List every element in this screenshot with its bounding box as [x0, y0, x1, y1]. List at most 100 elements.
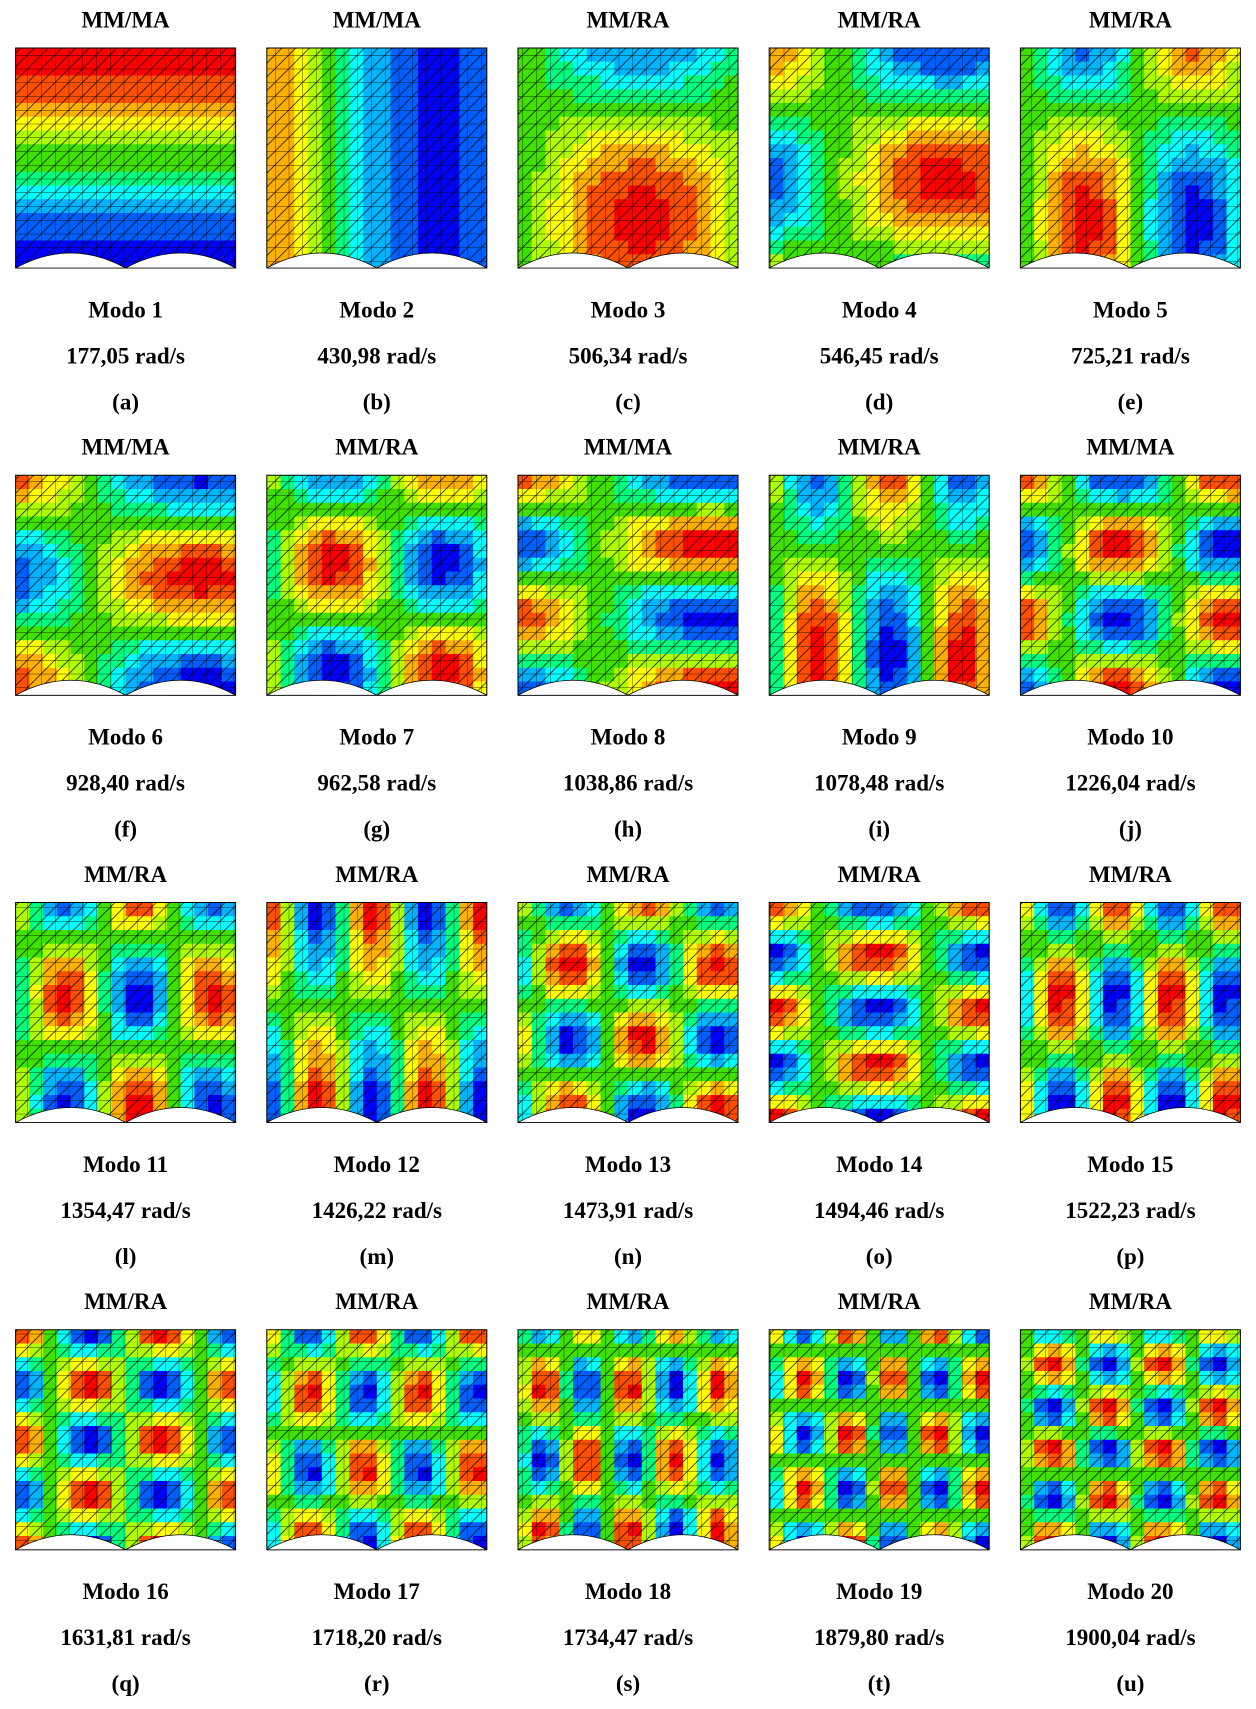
mode-shape-plot	[1019, 474, 1241, 696]
mode-shape-plot	[1019, 902, 1241, 1123]
mode-shape-plot	[768, 1329, 990, 1551]
panel-label: (b)	[363, 389, 391, 414]
mode-frequency: 546,45 rad/s	[820, 343, 939, 368]
mode-shape-plot	[266, 1329, 488, 1551]
mode-shape-plot	[768, 47, 990, 269]
mode-name: Modo 10	[1087, 725, 1173, 750]
panel-label: (l)	[115, 1244, 137, 1269]
support-arc	[1020, 252, 1241, 269]
support-arc	[15, 1107, 236, 1123]
mode-name: Modo 4	[842, 297, 917, 322]
mesh	[15, 1329, 237, 1551]
mesh	[1019, 474, 1241, 696]
mesh	[768, 1329, 990, 1551]
mode-shape-plot	[517, 1329, 739, 1551]
support-arc	[15, 1534, 236, 1551]
panel-header: MM/RA	[84, 1289, 167, 1314]
panel-label: (n)	[614, 1244, 642, 1269]
mode-name: Modo 19	[836, 1579, 922, 1604]
mode-frequency: 1494,46 rad/s	[814, 1198, 944, 1223]
mode-shape-plot	[15, 1329, 237, 1551]
panel-label: (s)	[616, 1671, 640, 1696]
mesh	[768, 474, 990, 696]
mode-name: Modo 15	[1087, 1152, 1173, 1177]
mesh	[768, 47, 990, 269]
mesh	[15, 902, 237, 1123]
panel-header: MM/RA	[586, 7, 669, 32]
mode-frequency: 1354,47 rad/s	[60, 1198, 190, 1223]
mode-frequency: 430,98 rad/s	[317, 343, 436, 368]
mode-frequency: 1734,47 rad/s	[563, 1625, 693, 1650]
mode-frequency: 962,58 rad/s	[317, 771, 436, 796]
support-arc	[517, 252, 739, 269]
panel-header: MM/MA	[333, 7, 422, 32]
mode-shape-plot	[517, 902, 739, 1123]
support-arc	[769, 679, 990, 696]
support-arc	[266, 1107, 487, 1123]
mode-frequency: 1473,91 rad/s	[563, 1198, 693, 1223]
panel-label: (t)	[868, 1671, 891, 1696]
panel-header: MM/RA	[1089, 7, 1172, 32]
mesh	[266, 47, 488, 269]
mode-frequency: 1631,81 rad/s	[60, 1625, 190, 1650]
mesh	[266, 474, 488, 696]
mode-frequency: 1522,23 rad/s	[1065, 1198, 1195, 1223]
panel-header: MM/RA	[838, 7, 921, 32]
mesh	[517, 47, 739, 269]
panel-label: (g)	[363, 817, 390, 842]
mode-shape-plot	[15, 474, 237, 696]
mode-shape-plot	[768, 902, 990, 1123]
mode-shape-plot	[266, 902, 488, 1123]
panel-header: MM/RA	[586, 862, 669, 887]
panel-label: (a)	[112, 389, 139, 414]
mode-name: Modo 17	[334, 1579, 420, 1604]
mode-shape-plot	[517, 474, 739, 696]
mesh	[15, 47, 237, 269]
mesh	[1019, 47, 1241, 269]
panel-label: (d)	[865, 389, 893, 414]
mode-shape-plot	[517, 47, 739, 269]
panel-label: (i)	[868, 817, 890, 842]
panel-label: (o)	[866, 1244, 893, 1269]
panel-header: MM/MA	[1086, 435, 1175, 460]
support-arc	[266, 252, 487, 269]
mode-frequency: 1718,20 rad/s	[312, 1625, 442, 1650]
panel-header: MM/RA	[84, 862, 167, 887]
mode-frequency: 1879,80 rad/s	[814, 1625, 944, 1650]
mode-frequency: 928,40 rad/s	[66, 771, 185, 796]
mode-frequency: 725,21 rad/s	[1071, 343, 1190, 368]
support-arc	[15, 679, 236, 696]
mesh	[517, 1329, 739, 1551]
mesh	[517, 474, 739, 696]
panel-label: (h)	[614, 817, 642, 842]
mode-name: Modo 13	[585, 1152, 671, 1177]
panel-label: (p)	[1116, 1244, 1144, 1269]
panel-header: MM/MA	[584, 435, 673, 460]
panel-header: MM/RA	[335, 862, 418, 887]
mode-shape-plot	[266, 474, 488, 696]
mesh	[517, 902, 739, 1123]
support-arc	[517, 1534, 739, 1551]
mode-frequency: 1426,22 rad/s	[312, 1198, 442, 1223]
support-arc	[769, 252, 990, 269]
mode-name: Modo 8	[591, 725, 666, 750]
mode-name: Modo 1	[88, 297, 163, 322]
panel-label: (q)	[112, 1671, 140, 1696]
panel-header: MM/RA	[838, 862, 921, 887]
panel-header: MM/RA	[586, 1289, 669, 1314]
mode-name: Modo 11	[83, 1152, 168, 1177]
panel-header: MM/MA	[82, 7, 171, 32]
panel-header: MM/RA	[335, 435, 418, 460]
support-arc	[769, 1107, 990, 1123]
mode-frequency: 1078,48 rad/s	[814, 771, 944, 796]
panel-label: (j)	[1119, 817, 1142, 842]
mode-shape-plot	[15, 902, 237, 1123]
support-arc	[15, 252, 236, 269]
panel-header: MM/RA	[1089, 1289, 1172, 1314]
panel-label: (m)	[360, 1244, 394, 1269]
panel-header: MM/RA	[838, 1289, 921, 1314]
mesh	[1019, 902, 1241, 1123]
panel-label: (r)	[364, 1671, 390, 1696]
panel-label: (f)	[114, 817, 137, 842]
panel-label: (e)	[1118, 389, 1144, 414]
